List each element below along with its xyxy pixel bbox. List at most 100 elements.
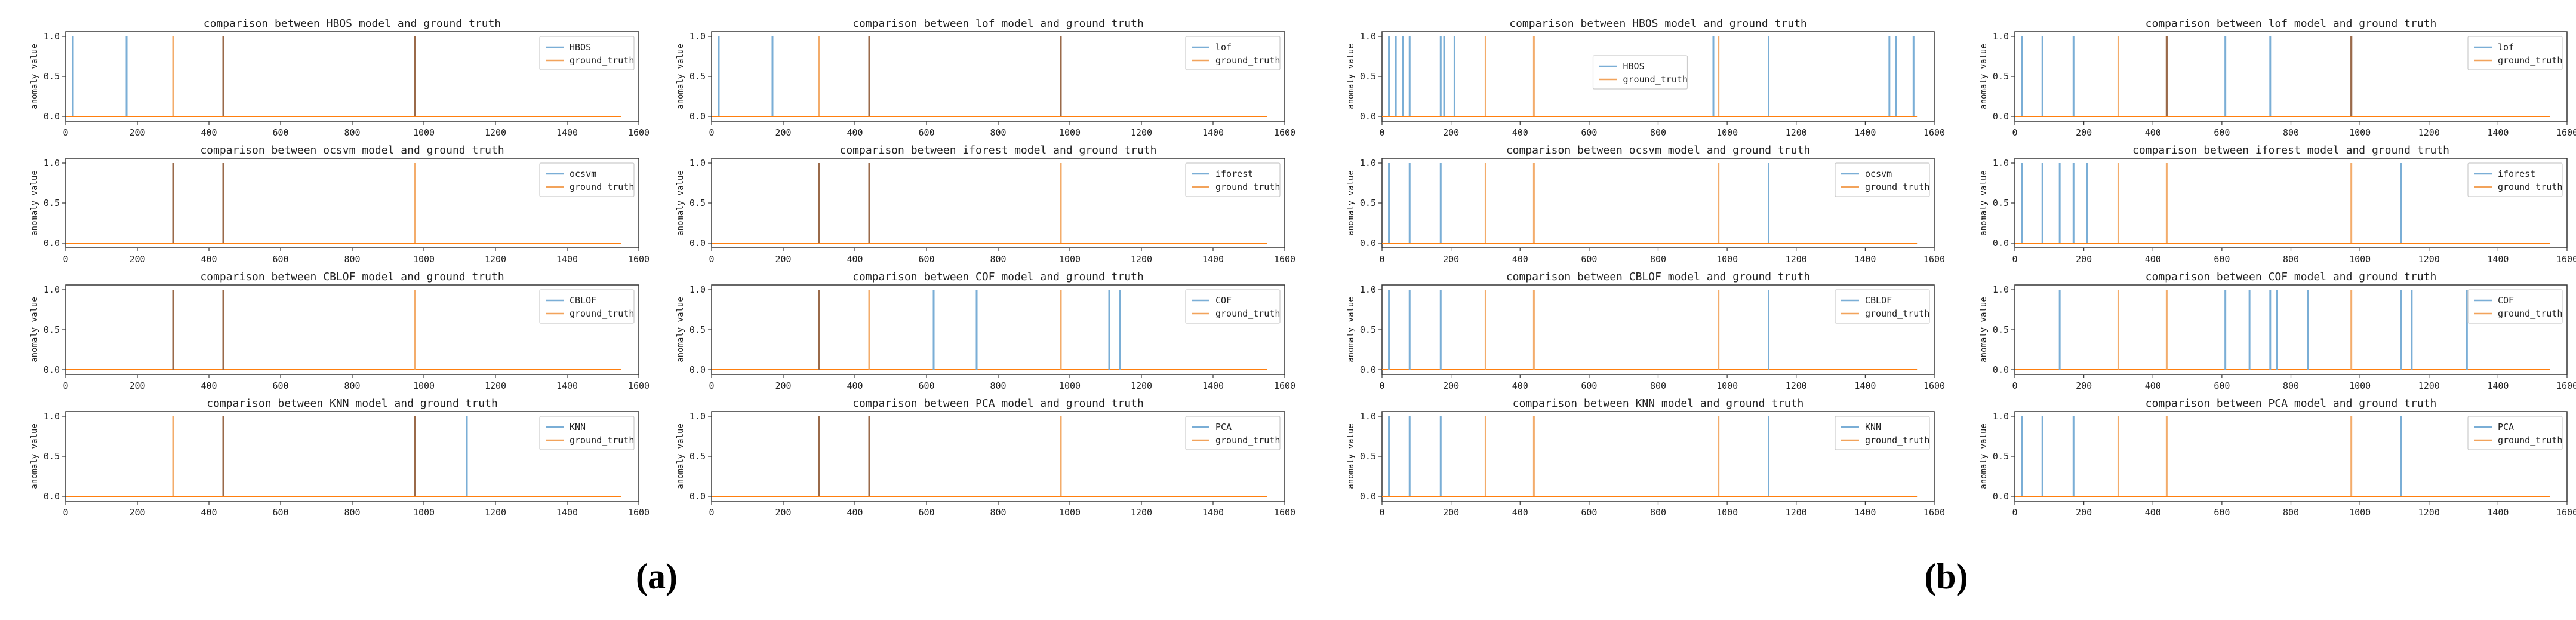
x-tick-label: 1400 bbox=[1854, 380, 1876, 391]
x-tick-label: 200 bbox=[129, 380, 145, 391]
subplot-b-knn: comparison between KNN model and ground … bbox=[1346, 397, 1945, 518]
legend-box bbox=[539, 36, 635, 70]
subplot-a-hbos: comparison between HBOS model and ground… bbox=[30, 17, 650, 138]
y-tick-label: 0.0 bbox=[1360, 238, 1376, 248]
x-tick-label: 1200 bbox=[2418, 380, 2440, 391]
x-tick-label: 1000 bbox=[1716, 127, 1738, 138]
x-tick-label: 400 bbox=[1512, 380, 1528, 391]
x-tick-label: 200 bbox=[129, 254, 145, 265]
x-tick-label: 0 bbox=[1379, 127, 1384, 138]
y-tick-label: 1.0 bbox=[44, 411, 60, 422]
x-tick-label: 200 bbox=[129, 127, 145, 138]
y-tick-label: 1.0 bbox=[44, 284, 60, 295]
x-tick-label: 1000 bbox=[2349, 507, 2371, 518]
x-tick-label: 1600 bbox=[1923, 127, 1945, 138]
x-tick-label: 600 bbox=[2214, 380, 2230, 391]
y-tick-label: 1.0 bbox=[44, 31, 60, 42]
x-tick-label: 1400 bbox=[556, 254, 578, 265]
y-tick-label: 1.0 bbox=[690, 284, 706, 295]
y-tick-label: 0.5 bbox=[690, 198, 706, 208]
legend-box bbox=[539, 162, 635, 197]
y-tick-label: 0.0 bbox=[44, 111, 60, 122]
y-tick-label: 0.0 bbox=[1360, 111, 1376, 122]
legend-box bbox=[1185, 36, 1281, 70]
x-tick-label: 200 bbox=[1443, 507, 1459, 518]
legend-label: ground_truth bbox=[1865, 435, 1929, 446]
x-tick-label: 1200 bbox=[1786, 380, 1807, 391]
legend-box bbox=[1835, 289, 1930, 324]
legend-label: ground_truth bbox=[570, 55, 634, 66]
x-tick-label: 1200 bbox=[2418, 507, 2440, 518]
y-axis-label: anomaly value bbox=[676, 423, 685, 489]
x-tick-label: 200 bbox=[2076, 254, 2092, 265]
y-axis-label: anomaly value bbox=[1979, 297, 1989, 363]
x-tick-label: 1400 bbox=[556, 380, 578, 391]
x-tick-label: 600 bbox=[272, 507, 288, 518]
legend: ocsvm ground_truth bbox=[539, 162, 635, 197]
x-tick-label: 600 bbox=[918, 507, 934, 518]
y-tick-label: 0.0 bbox=[1993, 491, 2009, 502]
x-tick-label: 1200 bbox=[1131, 254, 1152, 265]
x-tick-label: 800 bbox=[1650, 380, 1666, 391]
y-tick-label: 1.0 bbox=[1360, 411, 1376, 422]
x-tick-label: 0 bbox=[63, 507, 68, 518]
x-tick-label: 400 bbox=[2145, 380, 2161, 391]
x-tick-label: 0 bbox=[2012, 507, 2017, 518]
subplot-title: comparison between iforest model and gro… bbox=[839, 144, 1156, 156]
x-tick-label: 400 bbox=[201, 507, 217, 518]
legend-box bbox=[1835, 416, 1930, 450]
x-tick-label: 800 bbox=[990, 127, 1006, 138]
y-axis-label: anomaly value bbox=[1346, 44, 1356, 109]
x-tick-label: 0 bbox=[1379, 380, 1384, 391]
y-tick-label: 0.5 bbox=[1360, 71, 1376, 82]
legend-box bbox=[1592, 55, 1688, 90]
y-tick-label: 0.5 bbox=[1360, 324, 1376, 335]
legend-label: lof bbox=[2498, 42, 2514, 53]
legend: PCA ground_truth bbox=[2467, 416, 2563, 450]
legend-box bbox=[2467, 162, 2563, 197]
x-tick-label: 1000 bbox=[413, 507, 435, 518]
x-tick-label: 200 bbox=[2076, 380, 2092, 391]
x-tick-label: 1000 bbox=[2349, 254, 2371, 265]
y-tick-label: 0.5 bbox=[690, 451, 706, 462]
x-tick-label: 600 bbox=[2214, 127, 2230, 138]
x-tick-label: 1000 bbox=[2349, 380, 2371, 391]
legend-label: ocsvm bbox=[570, 168, 596, 179]
legend-label: COF bbox=[2498, 295, 2514, 306]
y-axis-label: anomaly value bbox=[30, 44, 39, 109]
x-tick-label: 1400 bbox=[2487, 507, 2509, 518]
x-tick-label: 800 bbox=[2283, 380, 2299, 391]
x-tick-label: 0 bbox=[1379, 507, 1384, 518]
subplot-title: comparison between HBOS model and ground… bbox=[1509, 17, 1807, 30]
legend-box bbox=[2467, 36, 2563, 70]
x-tick-label: 800 bbox=[2283, 507, 2299, 518]
x-tick-label: 1600 bbox=[628, 127, 650, 138]
legend-box bbox=[1185, 416, 1281, 450]
x-tick-label: 1200 bbox=[485, 127, 506, 138]
x-tick-label: 600 bbox=[918, 380, 934, 391]
y-axis-label: anomaly value bbox=[676, 297, 685, 363]
x-tick-label: 1600 bbox=[1274, 254, 1295, 265]
x-tick-label: 800 bbox=[344, 507, 360, 518]
subplot-title: comparison between KNN model and ground … bbox=[207, 397, 498, 410]
subplot-a-cblof: comparison between CBLOF model and groun… bbox=[30, 271, 650, 391]
legend: lof ground_truth bbox=[1185, 36, 1281, 70]
x-tick-label: 1600 bbox=[628, 507, 650, 518]
y-tick-label: 0.5 bbox=[44, 198, 60, 208]
legend-label: lof bbox=[1215, 42, 1232, 53]
y-tick-label: 1.0 bbox=[690, 31, 706, 42]
x-tick-label: 200 bbox=[775, 380, 791, 391]
x-tick-label: 1000 bbox=[413, 127, 435, 138]
legend-label: ground_truth bbox=[570, 182, 634, 192]
x-tick-label: 800 bbox=[2283, 254, 2299, 265]
subplot-title: comparison between KNN model and ground … bbox=[1513, 397, 1804, 410]
x-tick-label: 800 bbox=[990, 380, 1006, 391]
x-tick-label: 1200 bbox=[1786, 507, 1807, 518]
x-tick-label: 0 bbox=[63, 127, 68, 138]
subplot-b-pca: comparison between PCA model and ground … bbox=[1979, 397, 2576, 518]
x-tick-label: 1600 bbox=[1274, 380, 1295, 391]
legend-label: ground_truth bbox=[1215, 55, 1280, 66]
legend-label: ground_truth bbox=[570, 435, 634, 446]
legend: COF ground_truth bbox=[2467, 289, 2563, 324]
